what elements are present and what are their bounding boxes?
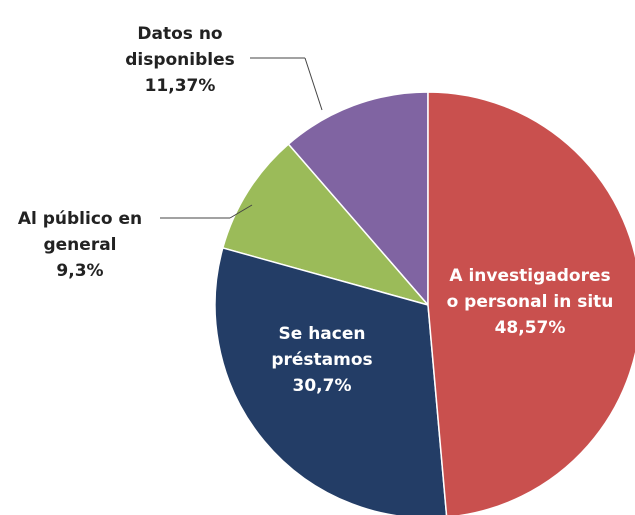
pie-slice <box>427 91 635 515</box>
leader-line <box>229 204 253 219</box>
leader-line <box>304 57 323 111</box>
slice-label: Se hacen préstamos 30,7% <box>262 321 382 399</box>
pie-slice <box>287 91 429 308</box>
pie-slice <box>214 246 448 515</box>
value-label: 11,37% <box>144 76 216 96</box>
category-label: Se hacen préstamos <box>271 324 373 370</box>
value-label: 48,57% <box>494 318 566 338</box>
category-label: Datos no disponibles <box>125 24 235 70</box>
value-label: 9,3% <box>56 261 104 281</box>
category-label: A investigadores o personal in situ <box>446 266 614 312</box>
pie-slice <box>221 143 431 307</box>
value-label: 30,7% <box>292 376 352 396</box>
category-label: Al público en general <box>17 209 143 255</box>
slice-label: Datos no disponibles 11,37% <box>110 21 250 99</box>
slice-label: A investigadores o personal in situ 48,57… <box>443 263 618 341</box>
slice-label: Al público en general 9,3% <box>5 206 155 284</box>
